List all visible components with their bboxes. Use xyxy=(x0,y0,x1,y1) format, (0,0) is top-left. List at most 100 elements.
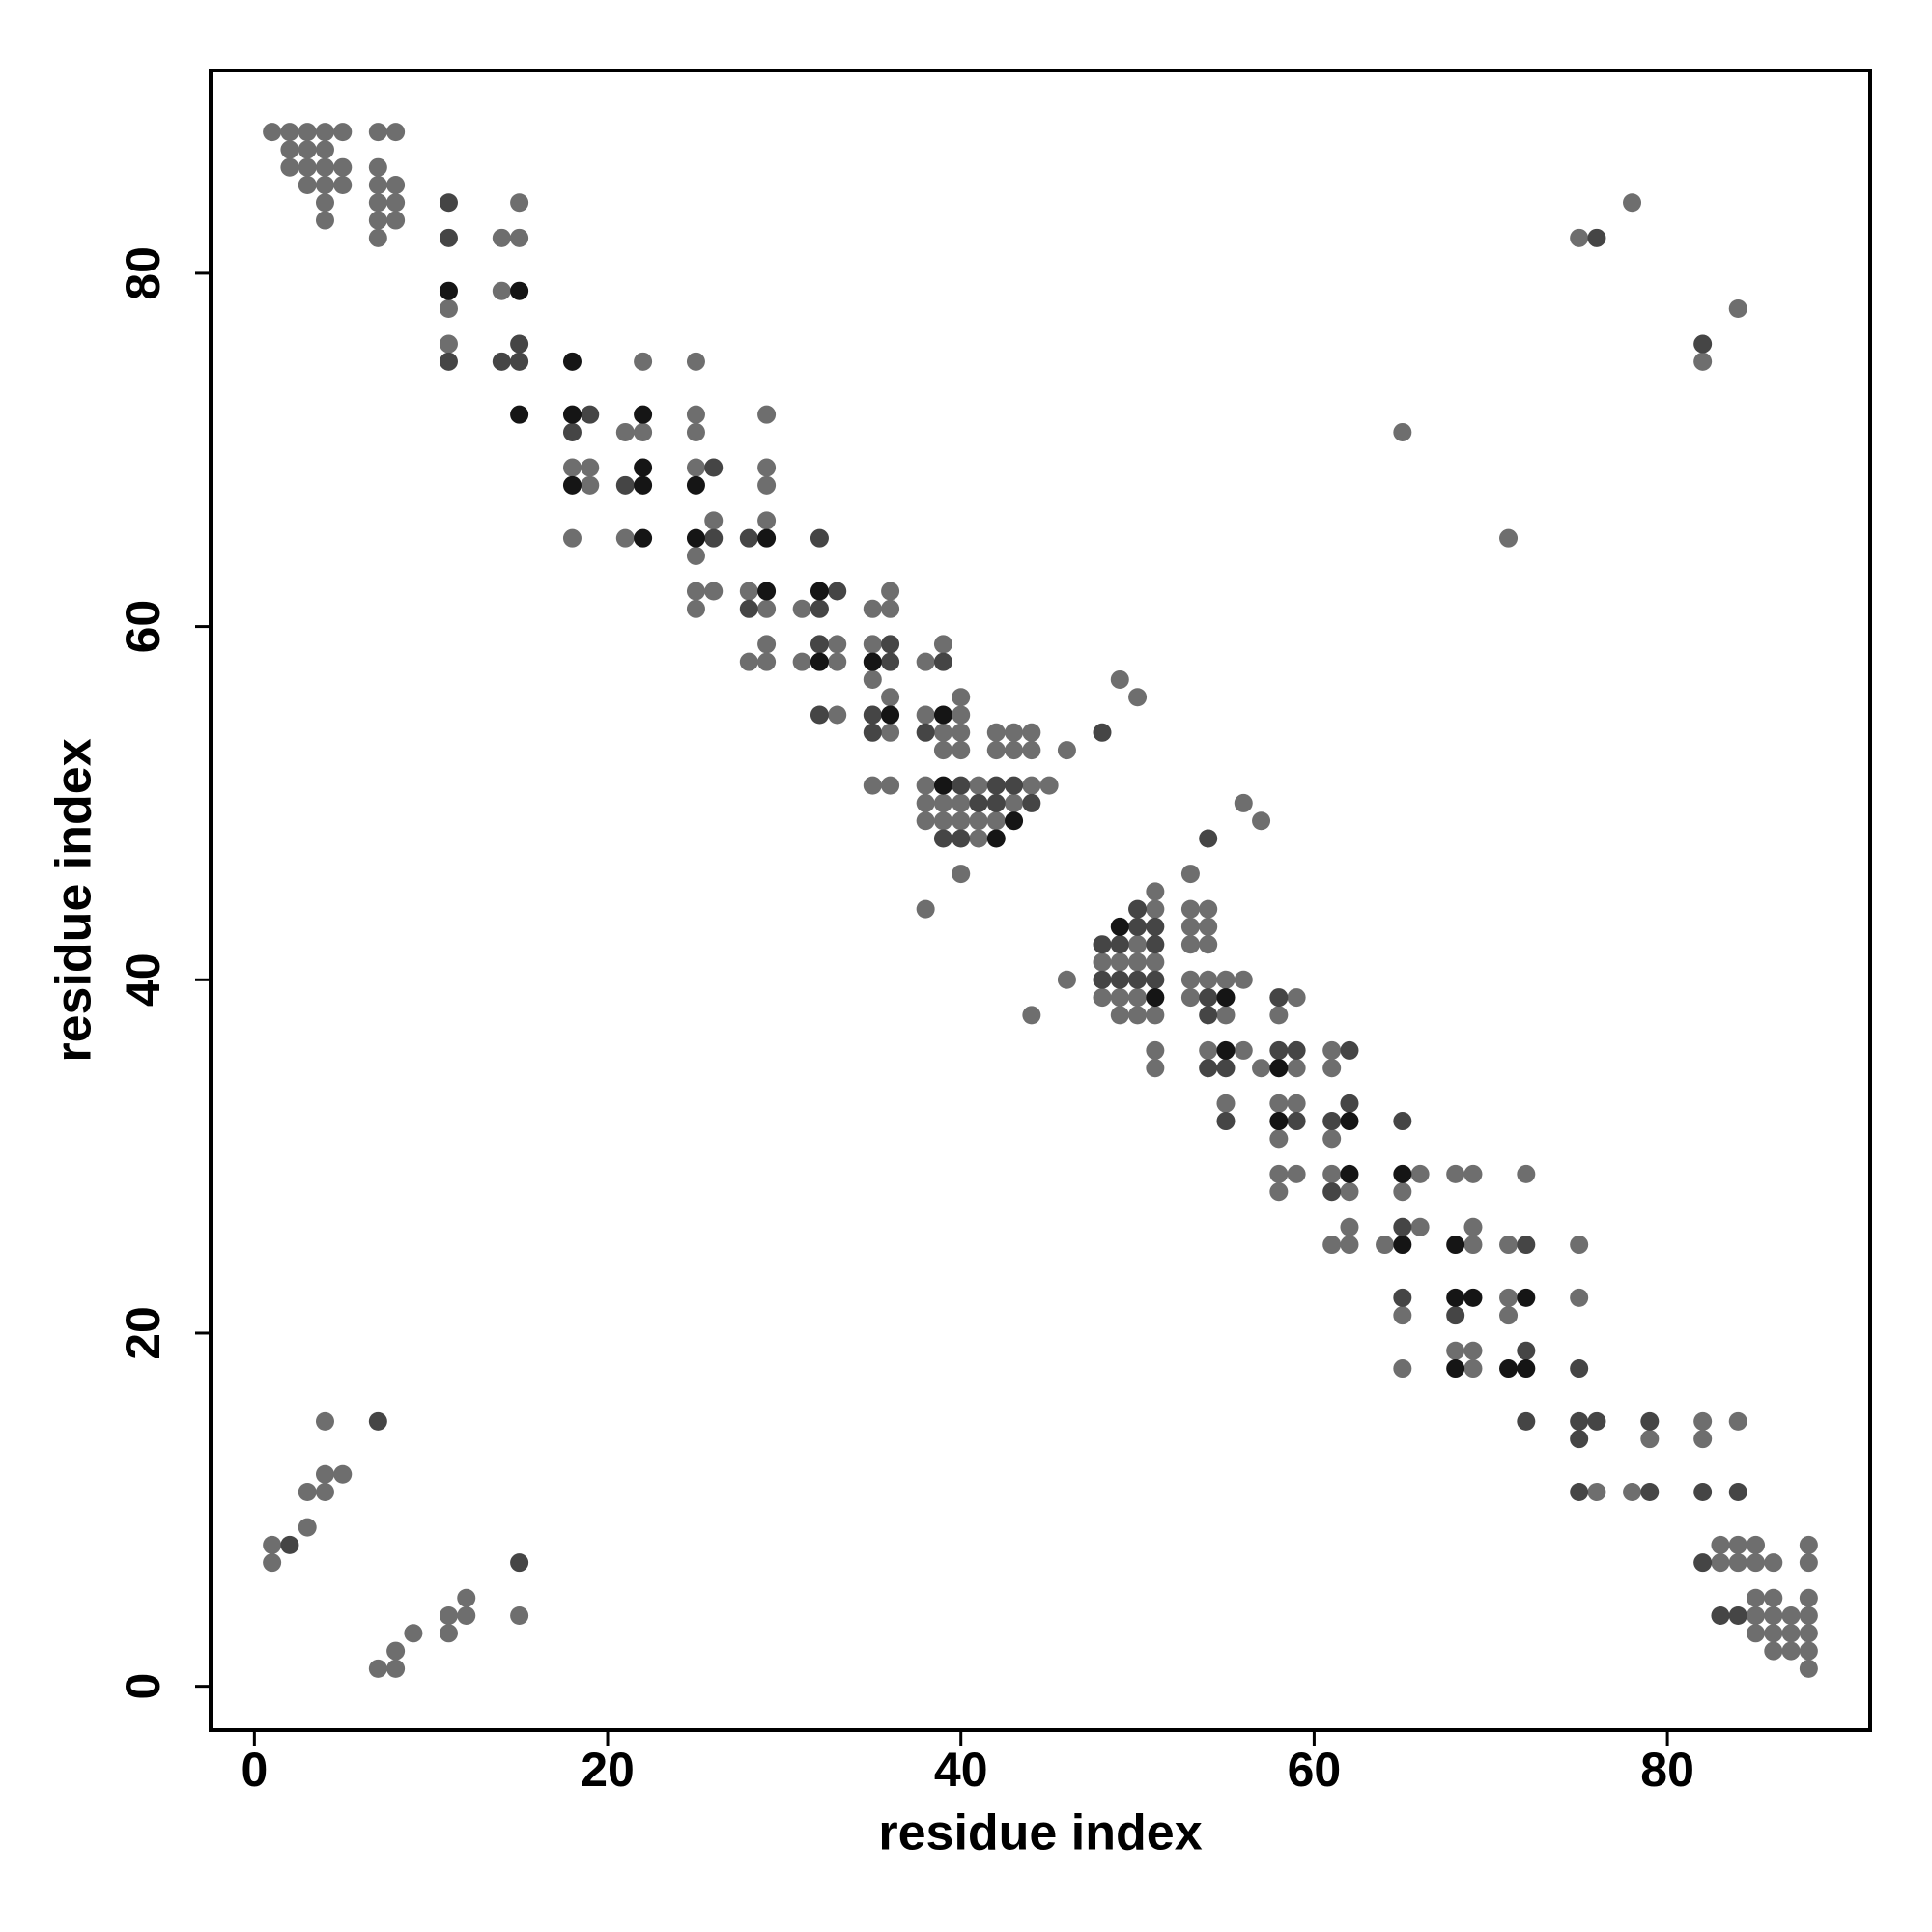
point xyxy=(280,157,299,177)
point xyxy=(757,635,777,654)
point xyxy=(1146,952,1165,972)
point xyxy=(1128,952,1148,972)
point xyxy=(1747,1624,1766,1643)
point xyxy=(634,405,653,424)
point xyxy=(933,635,952,654)
point xyxy=(1764,1553,1783,1573)
point xyxy=(986,793,1006,812)
y-axis-label: residue index xyxy=(46,738,102,1062)
point xyxy=(757,582,777,601)
point xyxy=(510,1606,529,1626)
point xyxy=(1146,935,1165,954)
point xyxy=(562,405,582,424)
point xyxy=(1747,1606,1766,1626)
point xyxy=(263,1535,282,1554)
point xyxy=(1693,352,1713,371)
point xyxy=(1393,422,1412,441)
point xyxy=(333,123,353,142)
point xyxy=(1640,1483,1660,1502)
point xyxy=(439,228,458,247)
point xyxy=(1517,1288,1536,1307)
point xyxy=(1005,811,1024,831)
point xyxy=(1570,1236,1589,1255)
point xyxy=(439,334,458,354)
point xyxy=(739,582,758,601)
point xyxy=(1287,1040,1306,1060)
point xyxy=(333,1464,353,1484)
point xyxy=(1216,970,1236,989)
point xyxy=(280,140,299,159)
point xyxy=(810,652,829,671)
point xyxy=(492,228,511,247)
plot-frame xyxy=(209,69,1872,1732)
point xyxy=(510,1553,529,1573)
point xyxy=(368,157,387,177)
point xyxy=(933,741,952,760)
point xyxy=(615,475,635,495)
point xyxy=(1410,1164,1430,1183)
point xyxy=(1128,988,1148,1008)
point xyxy=(615,528,635,548)
point xyxy=(757,528,777,548)
point xyxy=(1340,1182,1359,1202)
point xyxy=(280,1535,299,1554)
point xyxy=(439,1606,458,1626)
point xyxy=(1340,1217,1359,1236)
point xyxy=(1463,1217,1483,1236)
point xyxy=(581,405,600,424)
point xyxy=(1728,1606,1747,1626)
point xyxy=(1340,1164,1359,1183)
y-tick-label: 40 xyxy=(116,952,170,1007)
y-tick-label: 20 xyxy=(116,1306,170,1360)
point xyxy=(1287,1094,1306,1113)
point xyxy=(1269,1059,1289,1078)
point xyxy=(1640,1430,1660,1449)
point xyxy=(1393,1288,1412,1307)
point xyxy=(1587,1411,1606,1431)
point xyxy=(1781,1624,1801,1643)
point xyxy=(368,175,387,194)
point xyxy=(315,193,334,213)
point xyxy=(952,688,971,707)
point xyxy=(1764,1624,1783,1643)
point xyxy=(1322,1129,1342,1149)
point xyxy=(1463,1164,1483,1183)
point xyxy=(1180,988,1200,1008)
point xyxy=(969,811,988,831)
point xyxy=(315,175,334,194)
point xyxy=(1269,1182,1289,1202)
point xyxy=(368,193,387,213)
point xyxy=(1128,688,1148,707)
point xyxy=(1146,988,1165,1008)
point xyxy=(315,157,334,177)
point xyxy=(1463,1341,1483,1360)
point xyxy=(562,475,582,495)
point xyxy=(1128,1006,1148,1025)
point xyxy=(1180,970,1200,989)
point xyxy=(757,511,777,530)
point xyxy=(1499,1288,1519,1307)
point xyxy=(1781,1606,1801,1626)
point xyxy=(933,705,952,724)
point xyxy=(1216,988,1236,1008)
point xyxy=(757,599,777,618)
point xyxy=(986,829,1006,848)
point xyxy=(810,599,829,618)
point xyxy=(1393,1236,1412,1255)
point xyxy=(1269,1094,1289,1113)
point xyxy=(439,193,458,213)
point xyxy=(1146,1059,1165,1078)
point xyxy=(1199,970,1218,989)
point xyxy=(863,635,882,654)
point xyxy=(1199,1006,1218,1025)
point xyxy=(1287,1112,1306,1131)
point xyxy=(368,1659,387,1678)
point xyxy=(1728,298,1747,318)
point xyxy=(686,528,705,548)
point xyxy=(1022,741,1041,760)
point xyxy=(1728,1553,1747,1573)
point xyxy=(581,458,600,477)
point xyxy=(1180,917,1200,936)
point xyxy=(1234,793,1253,812)
point xyxy=(1128,970,1148,989)
